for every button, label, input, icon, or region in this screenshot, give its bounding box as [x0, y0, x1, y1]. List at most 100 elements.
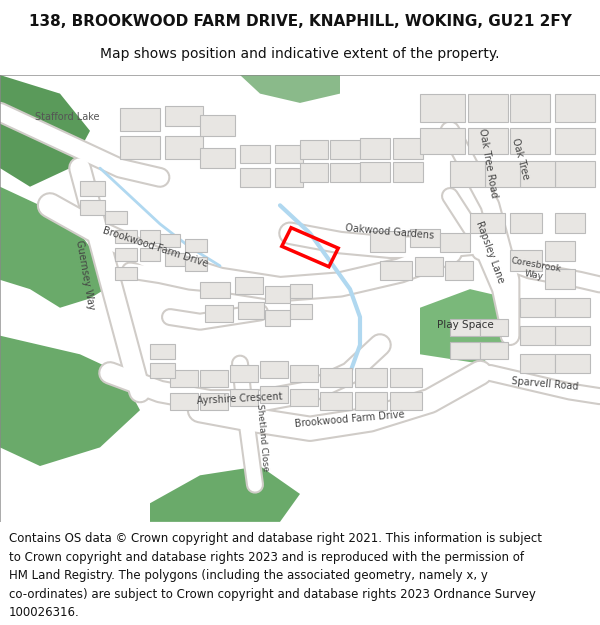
Polygon shape	[520, 354, 555, 373]
Polygon shape	[235, 277, 263, 294]
Polygon shape	[420, 128, 465, 154]
Polygon shape	[390, 368, 422, 387]
Polygon shape	[150, 362, 175, 378]
Polygon shape	[165, 106, 203, 126]
Text: Play Space: Play Space	[437, 319, 493, 329]
Polygon shape	[450, 319, 480, 336]
Polygon shape	[185, 239, 207, 252]
Text: HM Land Registry. The polygons (including the associated geometry, namely x, y: HM Land Registry. The polygons (includin…	[9, 569, 488, 582]
Polygon shape	[0, 336, 140, 466]
Polygon shape	[290, 284, 312, 298]
Polygon shape	[555, 161, 595, 187]
Polygon shape	[360, 138, 390, 159]
Polygon shape	[238, 302, 264, 319]
Polygon shape	[260, 386, 288, 402]
Polygon shape	[510, 94, 550, 121]
Polygon shape	[545, 269, 575, 289]
Polygon shape	[120, 136, 160, 159]
Polygon shape	[320, 391, 352, 410]
Text: Brookwood Farm Drive: Brookwood Farm Drive	[295, 409, 406, 429]
Polygon shape	[450, 161, 485, 187]
Polygon shape	[555, 128, 595, 154]
Text: Ayrshire Crescent: Ayrshire Crescent	[197, 392, 283, 406]
Polygon shape	[200, 282, 230, 298]
Polygon shape	[393, 138, 423, 159]
Polygon shape	[555, 94, 595, 121]
Polygon shape	[300, 140, 328, 159]
Polygon shape	[370, 231, 405, 252]
Polygon shape	[240, 75, 340, 103]
Polygon shape	[440, 233, 470, 252]
Polygon shape	[300, 164, 328, 182]
Polygon shape	[205, 305, 233, 322]
Polygon shape	[555, 298, 590, 317]
Polygon shape	[450, 342, 480, 359]
Polygon shape	[160, 234, 180, 248]
Polygon shape	[555, 354, 590, 373]
Polygon shape	[140, 248, 160, 261]
Polygon shape	[355, 391, 387, 410]
Polygon shape	[360, 162, 390, 182]
Polygon shape	[470, 213, 505, 233]
Polygon shape	[480, 342, 508, 359]
Polygon shape	[555, 326, 590, 345]
Polygon shape	[200, 370, 228, 387]
Polygon shape	[120, 107, 160, 131]
Polygon shape	[230, 389, 258, 406]
Polygon shape	[170, 370, 198, 387]
Polygon shape	[230, 366, 258, 382]
Polygon shape	[290, 389, 318, 406]
Polygon shape	[415, 258, 443, 276]
Polygon shape	[200, 115, 235, 136]
Polygon shape	[510, 250, 542, 271]
Text: to Crown copyright and database rights 2023 and is reproduced with the permissio: to Crown copyright and database rights 2…	[9, 551, 524, 564]
Text: 100026316.: 100026316.	[9, 606, 80, 619]
Polygon shape	[275, 145, 303, 164]
Polygon shape	[510, 213, 542, 233]
Polygon shape	[510, 128, 550, 154]
Polygon shape	[520, 326, 555, 345]
Polygon shape	[290, 366, 318, 382]
Polygon shape	[468, 94, 508, 121]
Polygon shape	[0, 75, 90, 187]
Polygon shape	[265, 309, 290, 326]
Polygon shape	[330, 164, 360, 182]
Text: Rapsley Lane: Rapsley Lane	[474, 219, 506, 284]
Text: co-ordinates) are subject to Crown copyright and database rights 2023 Ordnance S: co-ordinates) are subject to Crown copyr…	[9, 588, 536, 601]
Polygon shape	[150, 466, 300, 522]
Text: Stafford Lake: Stafford Lake	[35, 112, 100, 122]
Text: Oak Tree Road: Oak Tree Road	[477, 128, 499, 199]
Polygon shape	[555, 213, 585, 233]
Polygon shape	[240, 145, 270, 164]
Polygon shape	[410, 229, 440, 248]
Polygon shape	[393, 162, 423, 182]
Polygon shape	[390, 391, 422, 410]
Text: Contains OS data © Crown copyright and database right 2021. This information is : Contains OS data © Crown copyright and d…	[9, 532, 542, 545]
Polygon shape	[480, 319, 508, 336]
Polygon shape	[165, 253, 185, 266]
Polygon shape	[115, 248, 137, 261]
Polygon shape	[520, 161, 555, 187]
Text: Map shows position and indicative extent of the property.: Map shows position and indicative extent…	[100, 47, 500, 61]
Text: 138, BROOKWOOD FARM DRIVE, KNAPHILL, WOKING, GU21 2FY: 138, BROOKWOOD FARM DRIVE, KNAPHILL, WOK…	[29, 14, 571, 29]
Polygon shape	[320, 368, 352, 387]
Polygon shape	[80, 181, 105, 196]
Polygon shape	[170, 393, 198, 410]
Text: Brookwood Farm Drive: Brookwood Farm Drive	[101, 226, 209, 269]
Polygon shape	[468, 128, 508, 154]
Polygon shape	[520, 298, 555, 317]
Polygon shape	[275, 168, 303, 187]
Polygon shape	[545, 241, 575, 261]
Polygon shape	[355, 368, 387, 387]
Polygon shape	[80, 200, 105, 214]
Text: Guernsey Way: Guernsey Way	[74, 239, 96, 311]
Polygon shape	[330, 140, 360, 159]
Polygon shape	[260, 361, 288, 378]
Polygon shape	[265, 286, 290, 303]
Polygon shape	[105, 211, 127, 224]
Polygon shape	[485, 161, 520, 187]
Text: Oakwood Gardens: Oakwood Gardens	[345, 222, 435, 240]
Polygon shape	[200, 148, 235, 168]
Polygon shape	[420, 289, 510, 364]
Text: Shetland Close: Shetland Close	[254, 404, 269, 472]
